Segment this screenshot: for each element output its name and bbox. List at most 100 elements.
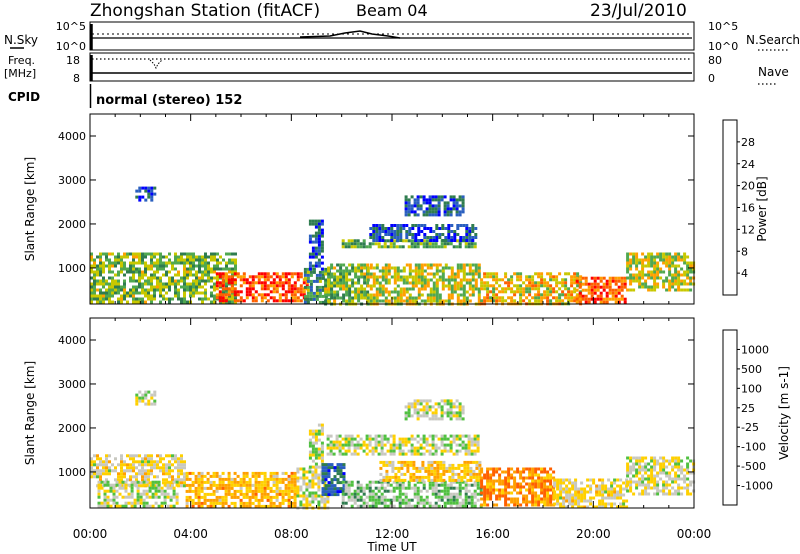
heatmap-cell [415, 466, 419, 470]
heatmap-cell [245, 296, 249, 300]
heatmap-cell [647, 255, 651, 259]
heatmap-cell [486, 476, 490, 480]
heatmap-cell [197, 474, 201, 478]
heatmap-cell [473, 504, 477, 508]
heatmap-cell [147, 288, 150, 292]
heatmap-cell [422, 201, 426, 205]
heatmap-cell [452, 195, 456, 199]
heatmap-cell [102, 472, 105, 476]
heatmap-cell [284, 293, 288, 297]
heatmap-cell [180, 300, 183, 304]
heatmap-cell [219, 267, 222, 271]
heatmap-cell [218, 477, 222, 481]
heatmap-cell [293, 299, 297, 303]
heatmap-cell [680, 255, 684, 259]
colorbar-tick-label: 8 [741, 245, 748, 258]
heatmap-cell [180, 466, 183, 470]
heatmap-cell [396, 236, 400, 239]
heatmap-cell [348, 290, 352, 294]
heatmap-cell [449, 449, 453, 453]
heatmap-cell [578, 297, 582, 301]
heatmap-cell [391, 475, 395, 479]
heatmap-cell [213, 270, 216, 274]
heatmap-cell [614, 300, 618, 304]
heatmap-cell [133, 501, 137, 505]
heatmap-cell [598, 484, 602, 488]
heatmap-cell [263, 293, 267, 297]
heatmap-cell [263, 504, 267, 508]
heatmap-cell [135, 402, 139, 406]
heatmap-cell [336, 281, 340, 285]
heatmap-cell [446, 408, 450, 412]
heatmap-cell [455, 452, 459, 456]
heatmap-cell [549, 485, 553, 489]
heatmap-cell [570, 284, 574, 288]
heatmap-cell [99, 288, 102, 292]
heatmap-cell [656, 252, 660, 256]
colorbar-tick-label: 20 [741, 180, 755, 193]
heatmap-cell [245, 474, 249, 478]
heatmap-cell [115, 501, 119, 505]
heatmap-cell [317, 264, 321, 268]
heatmap-cell [117, 282, 120, 286]
heatmap-cell [375, 281, 379, 285]
heatmap-cell [401, 452, 405, 456]
heatmap-cell [445, 469, 449, 473]
heatmap-cell [251, 489, 255, 493]
heatmap-cell [374, 495, 378, 499]
heatmap-cell [120, 264, 123, 268]
heatmap-cell [213, 285, 216, 289]
heatmap-cell [165, 472, 168, 476]
heatmap-cell [180, 469, 183, 473]
heatmap-cell [108, 288, 111, 292]
heatmap-cell [556, 487, 560, 491]
heatmap-cell [620, 285, 624, 289]
heatmap-cell [198, 255, 201, 259]
heatmap-cell [192, 282, 195, 286]
heatmap-cell [381, 230, 385, 233]
heatmap-cell [159, 454, 162, 458]
heatmap-cell [608, 285, 612, 289]
heatmap-cell [153, 390, 157, 394]
heatmap-cell [183, 261, 186, 265]
heatmap-cell [314, 261, 318, 265]
heatmap-cell [215, 471, 219, 475]
heatmap-cell [248, 486, 252, 490]
heatmap-cell [293, 284, 297, 288]
heatmap-cell [129, 264, 132, 268]
heatmap-cell [393, 281, 397, 285]
heatmap-cell [401, 245, 405, 249]
heatmap-cell [377, 480, 381, 484]
heatmap-cell [180, 258, 183, 262]
heatmap-cell [561, 284, 565, 288]
heatmap-cell [428, 207, 432, 211]
heatmap-cell [299, 299, 303, 303]
heatmap-cell [275, 272, 279, 276]
heatmap-cell [443, 195, 447, 199]
heatmap-cell [317, 465, 321, 469]
heatmap-cell [332, 452, 336, 456]
heatmap-cell [434, 501, 438, 505]
heatmap-cell [263, 486, 267, 490]
heatmap-cell [416, 204, 420, 208]
heatmap-cell [192, 267, 195, 271]
heatmap-cell [441, 266, 445, 270]
heatmap-cell [103, 492, 107, 496]
heatmap-cell [671, 486, 675, 490]
heatmap-cell [435, 224, 439, 227]
heatmap-cell [389, 498, 393, 502]
heatmap-cell [112, 501, 116, 505]
heatmap-cell [382, 463, 386, 467]
heatmap-cell [147, 291, 150, 295]
heatmap-cell [323, 503, 327, 507]
heatmap-cell [584, 297, 588, 301]
heatmap-cell [417, 224, 421, 227]
heatmap-cell [404, 417, 408, 421]
heatmap-cell [124, 489, 128, 493]
heatmap-cell [357, 278, 361, 282]
heatmap-cell [311, 219, 315, 223]
heatmap-cell [466, 469, 470, 473]
heatmap-cell [510, 296, 514, 300]
heatmap-cell [571, 502, 575, 506]
heatmap-cell [473, 449, 477, 453]
